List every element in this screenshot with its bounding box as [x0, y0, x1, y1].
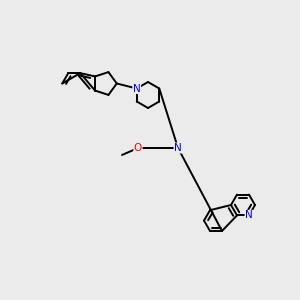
- Text: N: N: [174, 143, 182, 153]
- Text: N: N: [133, 83, 141, 94]
- Text: N: N: [245, 210, 253, 220]
- Text: O: O: [134, 143, 142, 153]
